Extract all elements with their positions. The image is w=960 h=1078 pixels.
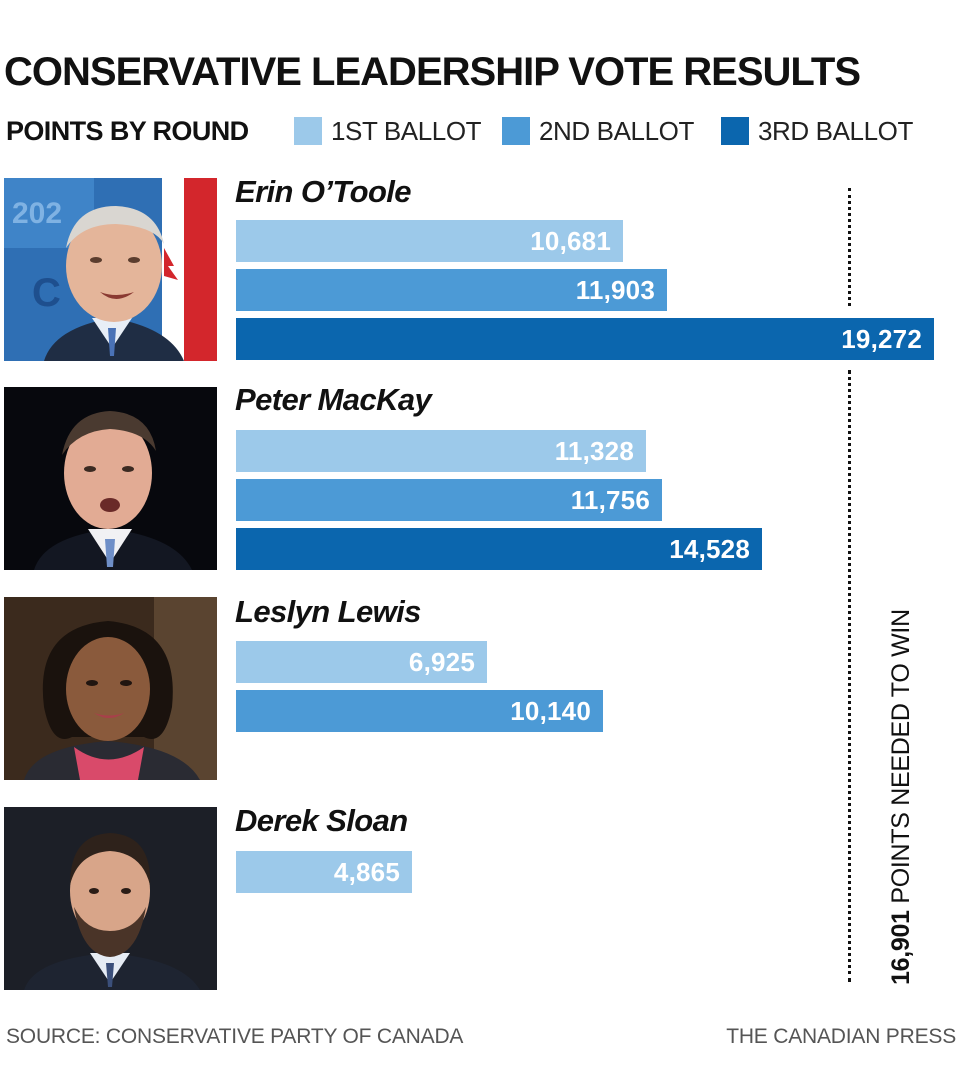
- bar-value: 19,272: [841, 323, 922, 354]
- bar-value: 10,140: [510, 695, 591, 726]
- legend-swatch-1st-ballot: [294, 117, 322, 145]
- threshold-text: POINTS NEEDED TO WIN: [887, 609, 915, 911]
- bar-value: 4,865: [333, 856, 400, 887]
- legend-item-1st-ballot: 1ST BALLOT: [294, 115, 482, 146]
- candidate-name-mackay: Peter MacKay: [235, 382, 432, 417]
- candidate-photo-sloan: [4, 807, 217, 990]
- threshold-line-top: [848, 188, 851, 306]
- chart-title: CONSERVATIVE LEADERSHIP VOTE RESULTS: [4, 50, 861, 94]
- bar-value: 14,528: [669, 533, 750, 564]
- chart-subtitle: POINTS BY ROUND: [6, 116, 249, 146]
- bar-value: 6,925: [408, 646, 475, 677]
- bar-value: 10,681: [530, 225, 611, 256]
- bar-value: 11,903: [575, 274, 655, 305]
- candidate-photo-otoole: 202 C: [4, 178, 217, 361]
- threshold-value: 16,901: [887, 910, 915, 985]
- svg-text:202: 202: [12, 197, 62, 230]
- credit: THE CANADIAN PRESS: [726, 1025, 956, 1048]
- threshold-label: 16,901 POINTS NEEDED TO WIN: [887, 609, 916, 985]
- candidate-name-otoole: Erin O’Toole: [235, 174, 412, 209]
- source-note: SOURCE: CONSERVATIVE PARTY OF CANADA: [6, 1025, 464, 1048]
- bar-otoole-ballot-3: 19,272: [236, 318, 934, 360]
- bar-value: 11,328: [554, 435, 634, 466]
- threshold-line: [848, 370, 851, 982]
- candidate-photo-mackay: [4, 387, 217, 570]
- legend-item-2nd-ballot: 2ND BALLOT: [502, 116, 694, 146]
- bar-otoole-ballot-1: 10,681: [236, 220, 623, 262]
- bar-mackay-ballot-2: 11,756: [236, 479, 662, 521]
- legend-swatch-3rd-ballot: [721, 117, 749, 145]
- candidate-name-sloan: Derek Sloan: [235, 803, 408, 838]
- legend-label-3rd-ballot: 3RD BALLOT: [758, 115, 913, 146]
- bar-mackay-ballot-1: 11,328: [236, 430, 646, 472]
- bar-sloan-ballot-1: 4,865: [236, 851, 412, 893]
- bar-lewis-ballot-2: 10,140: [236, 690, 603, 732]
- legend-swatch-2nd-ballot: [502, 117, 530, 145]
- legend-label-2nd-ballot: 2ND BALLOT: [539, 115, 694, 146]
- bar-mackay-ballot-3: 14,528: [236, 528, 762, 570]
- bar-otoole-ballot-2: 11,903: [236, 269, 667, 311]
- candidate-name-lewis: Leslyn Lewis: [235, 594, 421, 629]
- legend-item-3rd-ballot: 3RD BALLOT: [721, 116, 913, 146]
- svg-text:C: C: [32, 271, 61, 315]
- legend-label-1st-ballot: 1ST BALLOT: [331, 115, 482, 146]
- candidate-photo-lewis: [4, 597, 217, 780]
- bar-lewis-ballot-1: 6,925: [236, 641, 487, 683]
- bar-value: 11,756: [570, 484, 650, 515]
